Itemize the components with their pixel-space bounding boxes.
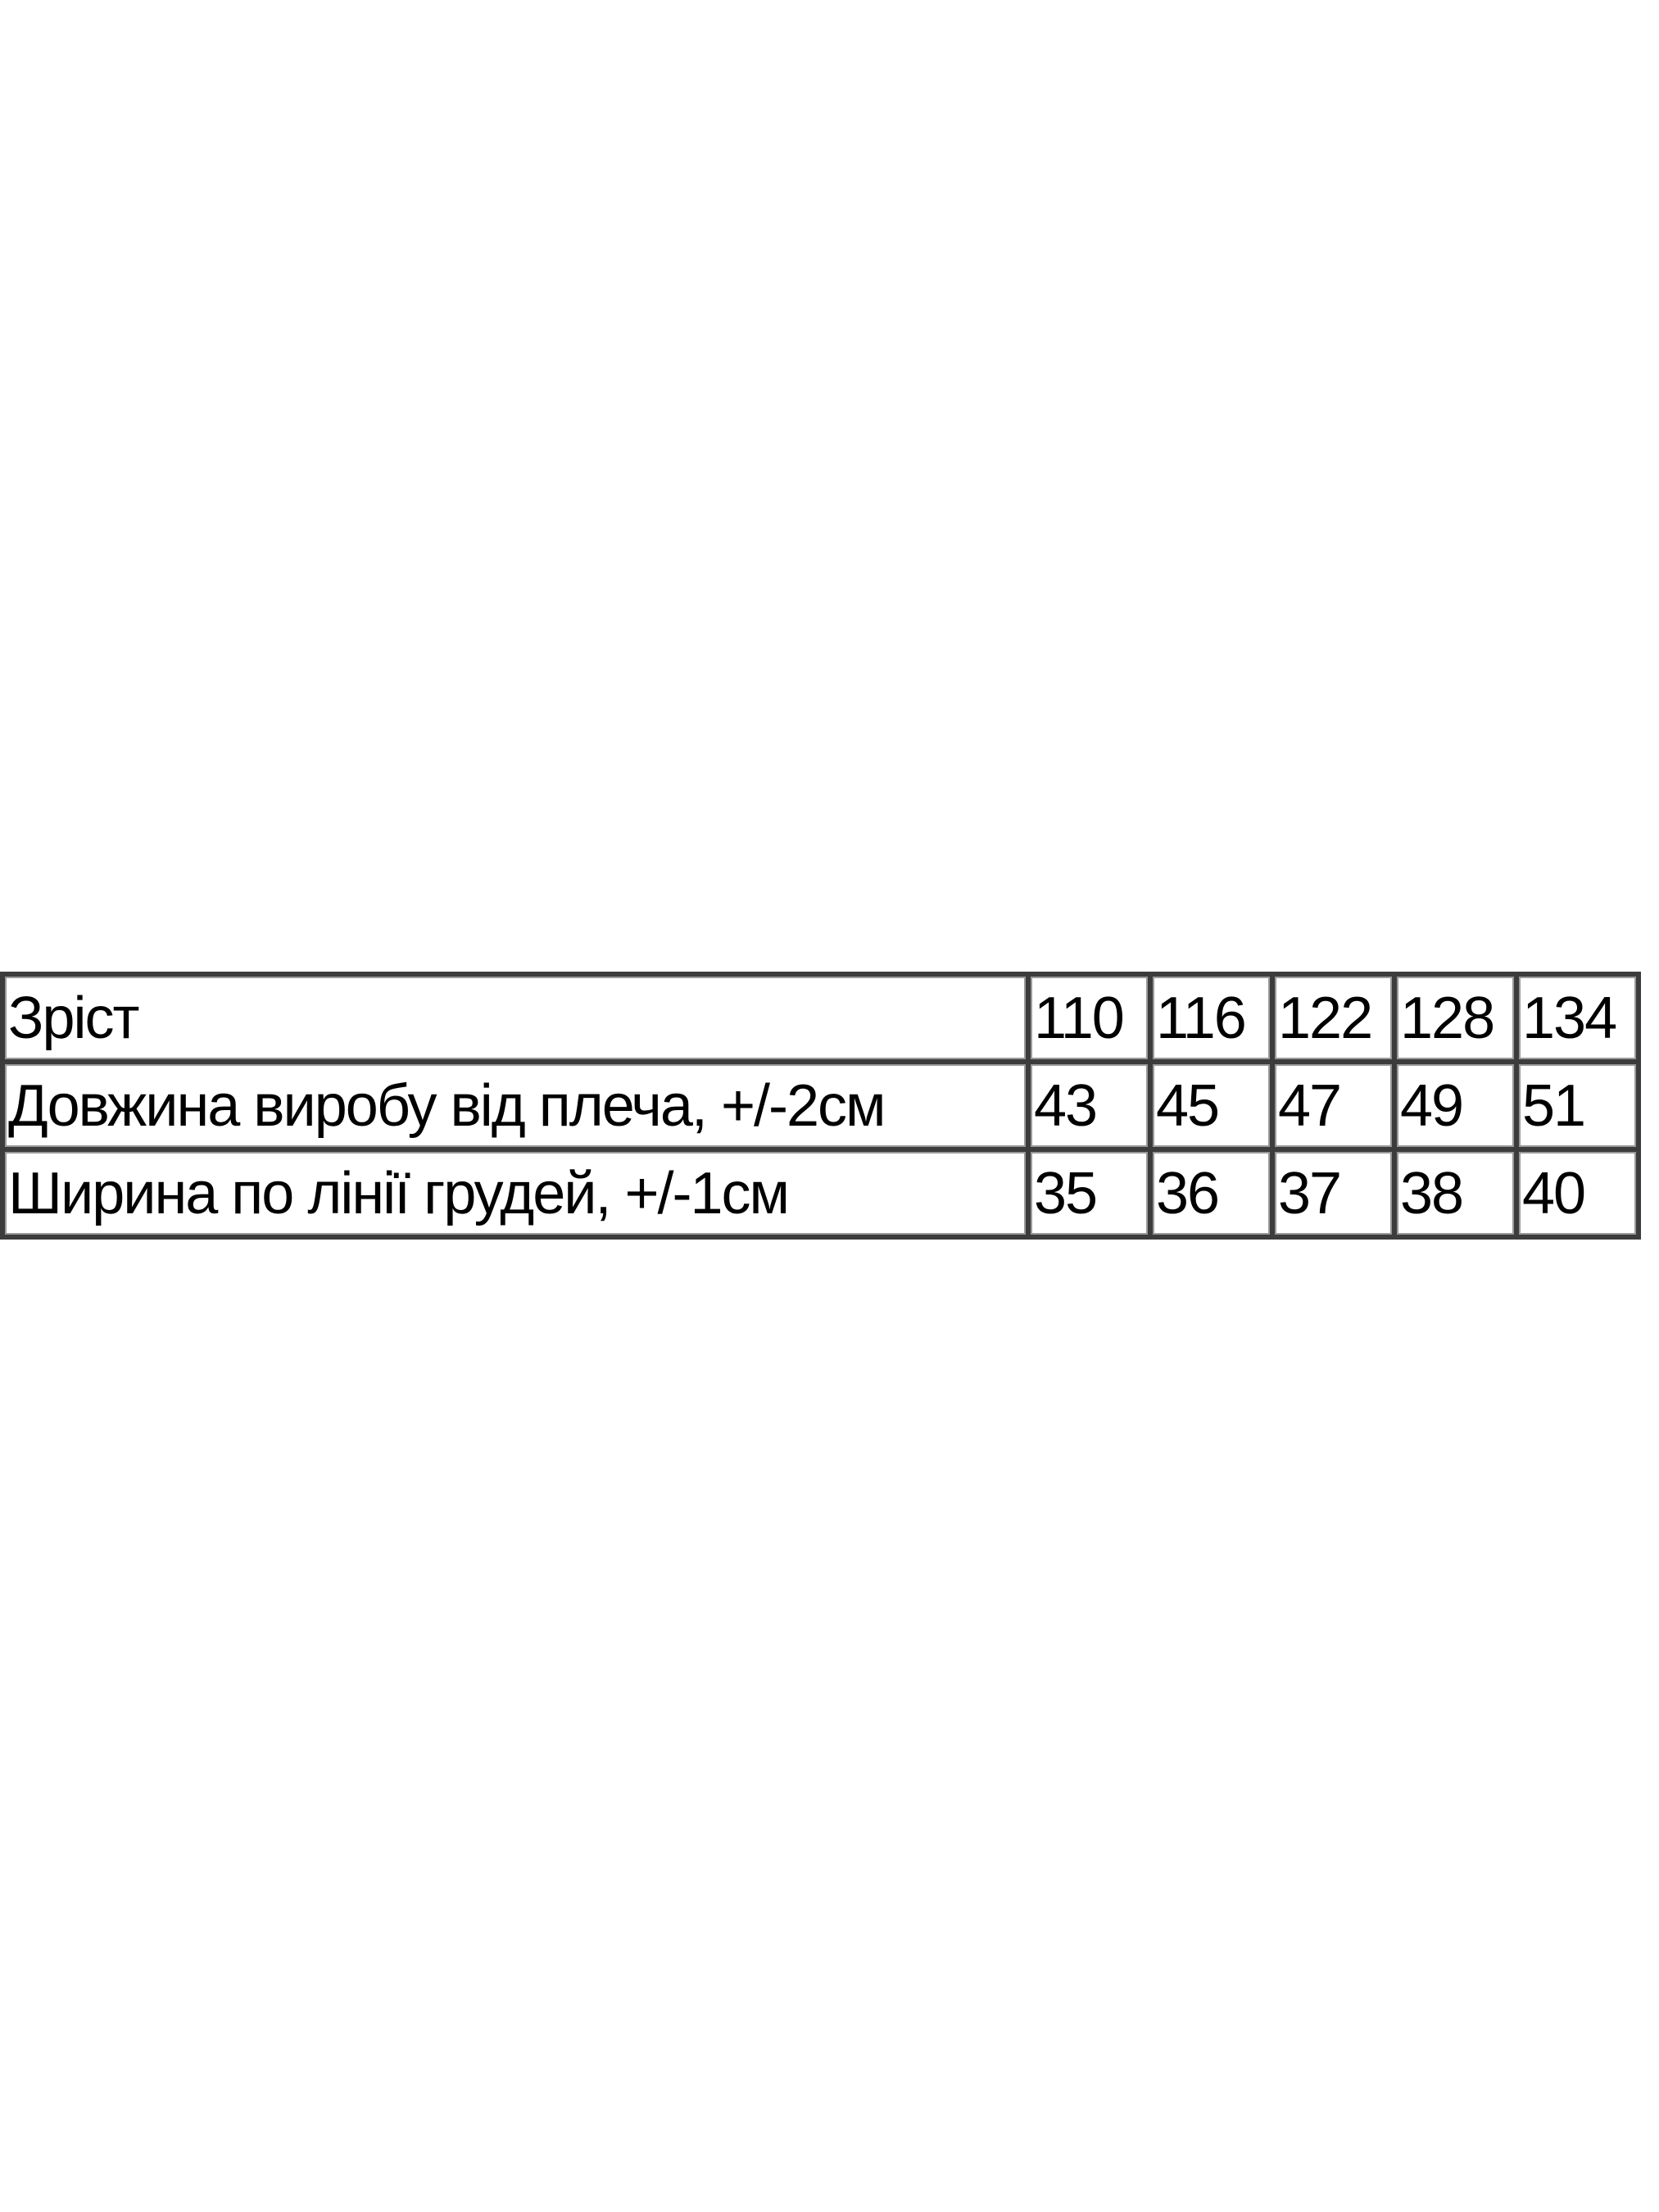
row-label: Ширина по лінії грудей, +/-1см bbox=[0, 1147, 1031, 1240]
row-label: Зріст bbox=[0, 972, 1031, 1064]
table-row-height: Зріст 110 116 122 128 134 bbox=[0, 972, 1641, 1064]
table-cell: 110 bbox=[1026, 972, 1153, 1064]
table-cell: 128 bbox=[1392, 972, 1519, 1064]
table-cell: 40 bbox=[1514, 1147, 1641, 1240]
table-cell: 47 bbox=[1270, 1059, 1397, 1152]
table-cell: 38 bbox=[1392, 1147, 1519, 1240]
table-row-chest-width: Ширина по лінії грудей, +/-1см 35 36 37 … bbox=[0, 1147, 1641, 1240]
table-cell: 122 bbox=[1270, 972, 1397, 1064]
table-cell: 134 bbox=[1514, 972, 1641, 1064]
table-cell: 35 bbox=[1026, 1147, 1153, 1240]
row-label: Довжина виробу від плеча, +/-2см bbox=[0, 1059, 1031, 1152]
table-cell: 51 bbox=[1514, 1059, 1641, 1152]
table-cell: 43 bbox=[1026, 1059, 1153, 1152]
table-row-length: Довжина виробу від плеча, +/-2см 43 45 4… bbox=[0, 1059, 1641, 1152]
table-cell: 45 bbox=[1148, 1059, 1275, 1152]
table-cell: 49 bbox=[1392, 1059, 1519, 1152]
table-cell: 36 bbox=[1148, 1147, 1275, 1240]
size-table: Зріст 110 116 122 128 134 Довжина виробу… bbox=[0, 972, 1641, 1240]
table-cell: 37 bbox=[1270, 1147, 1397, 1240]
table-cell: 116 bbox=[1148, 972, 1275, 1064]
